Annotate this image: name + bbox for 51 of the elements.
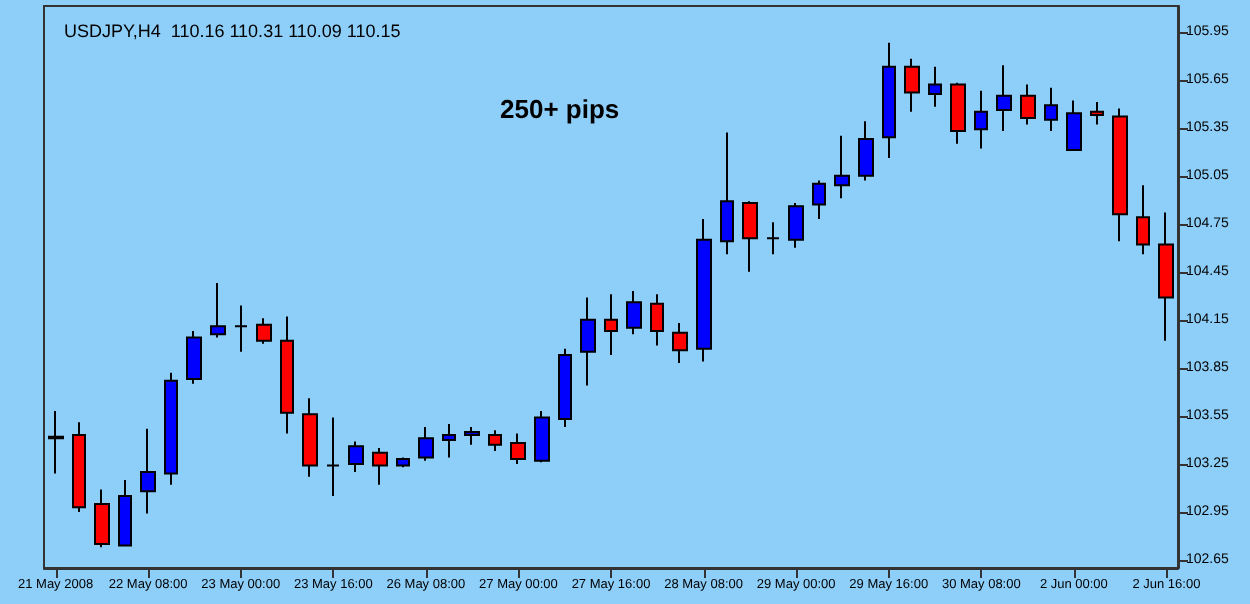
- candlestick: [94, 488, 110, 549]
- candlestick: [210, 282, 226, 339]
- candlestick: [256, 317, 272, 345]
- candlestick: [834, 134, 850, 200]
- candlestick: [950, 81, 966, 145]
- candlestick: [766, 221, 780, 256]
- candlestick: [996, 64, 1012, 132]
- candlestick: [442, 422, 456, 459]
- candlestick: [626, 290, 642, 336]
- candlestick: [720, 131, 734, 256]
- candlestick: [788, 201, 804, 249]
- candlestick: [974, 89, 988, 150]
- candlestick: [326, 416, 340, 497]
- candlestick: [672, 322, 688, 365]
- candlestick: [186, 330, 202, 385]
- candlestick: [1090, 101, 1104, 126]
- candlestick: [858, 120, 874, 182]
- candlestick: [928, 65, 942, 108]
- candlestick: [164, 371, 178, 486]
- candlestick: [396, 456, 410, 469]
- candlestick: [1112, 107, 1128, 243]
- candlestick: [1136, 184, 1150, 256]
- candlestick: [558, 347, 572, 429]
- candlestick: [1020, 83, 1036, 126]
- candlestick: [72, 421, 86, 513]
- candlestick: [904, 57, 920, 113]
- annotation: 250+ pips: [500, 94, 620, 124]
- candlestick: [464, 426, 480, 446]
- candlestick: [488, 429, 502, 453]
- candlestick: [1066, 99, 1082, 152]
- candlestick: [372, 446, 388, 486]
- candlestick: [118, 478, 132, 547]
- candlestick: [812, 179, 826, 220]
- candlestick: [302, 397, 318, 478]
- candlestick: [534, 410, 550, 464]
- candlestick: [280, 315, 294, 435]
- text: USDJPY,H4 110.16 110.31 110.09 110.15: [64, 21, 401, 41]
- candlestick: [234, 304, 248, 353]
- candlestick: [140, 427, 156, 515]
- candlestick: [882, 41, 896, 160]
- candlestick: [1044, 86, 1058, 132]
- candlestick: [696, 217, 712, 363]
- candlestick: [348, 440, 364, 473]
- candlestick: [1158, 211, 1174, 342]
- candlestick: [510, 432, 526, 465]
- candlestick: [580, 296, 596, 387]
- candlestick: [604, 293, 618, 357]
- candlestick: [742, 200, 758, 273]
- candlestick: [418, 426, 434, 462]
- candlestick: [650, 293, 664, 347]
- candlestick: [48, 410, 64, 475]
